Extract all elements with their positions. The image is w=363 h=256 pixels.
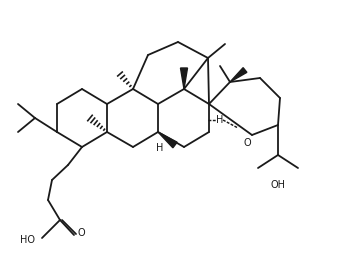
Text: H: H [156, 143, 164, 153]
Text: O: O [77, 228, 85, 238]
Polygon shape [230, 68, 247, 82]
Text: OH: OH [270, 180, 286, 190]
Polygon shape [158, 132, 177, 148]
Text: O: O [243, 138, 251, 148]
Text: H: H [216, 115, 224, 125]
Polygon shape [180, 68, 188, 89]
Text: HO: HO [20, 235, 35, 245]
